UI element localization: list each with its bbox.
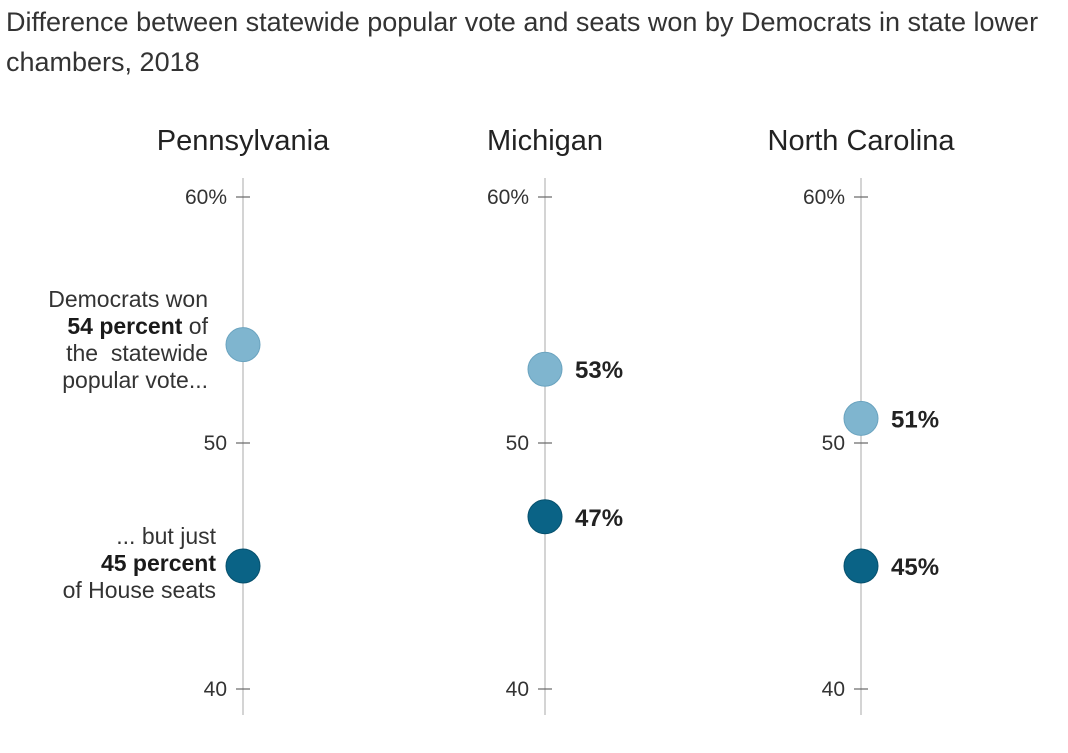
popular-vote-point-pennsylvania [225,327,261,363]
tick-label: 60% [803,186,845,209]
tick-label: 40 [506,678,529,701]
annotation-seats-bold: 45 percent [100,550,216,576]
annotation-vote-bold: 54 percent [67,313,183,339]
tick-label: 60% [185,186,227,209]
popular-vote-point-north-carolina [843,400,879,436]
annotation-seats-line1: ... but just [116,523,216,549]
panel-title-pennsylvania: Pennsylvania [157,125,330,157]
chart-title: Difference between statewide popular vot… [6,7,1039,77]
tick-label: 40 [204,678,227,701]
tick-label: 50 [822,432,845,455]
seats-point-michigan [527,499,563,535]
annotation-vote-rest: of [182,313,208,339]
tick-label: 50 [506,432,529,455]
annotation-vote-line3: the statewide [66,340,208,366]
annotation-vote-line2: 54 percent of [10,313,208,340]
seats-point-pennsylvania [225,548,261,584]
data-label: 51% [891,406,939,433]
annotation-seats: ... but just 45 percent of House seats [10,523,216,604]
popular-vote-point-michigan [527,351,563,387]
seats-point-north-carolina [843,548,879,584]
annotation-vote-line4: popular vote... [62,367,208,393]
annotation-vote-line1: Democrats won [48,286,208,312]
data-label: 53% [575,357,623,384]
annotation-seats-line3: of House seats [62,577,216,603]
tick-label: 50 [204,432,227,455]
annotation-seats-line2: 45 percent [10,550,216,577]
annotation-popular-vote: Democrats won 54 percent of the statewid… [10,286,208,394]
data-label: 45% [891,554,939,581]
tick-label: 40 [822,678,845,701]
panel-title-michigan: Michigan [487,125,603,157]
panel-title-north-carolina: North Carolina [768,125,956,157]
data-label: 47% [575,505,623,532]
tick-label: 60% [487,186,529,209]
